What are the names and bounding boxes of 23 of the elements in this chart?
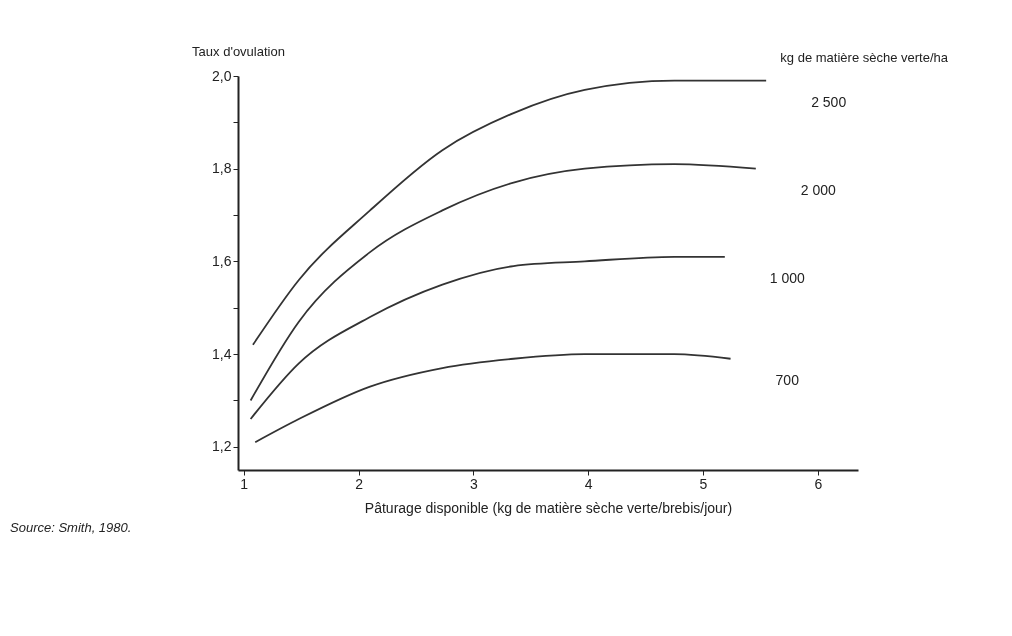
legend-title: kg de matière sèche verte/ha [780, 50, 949, 65]
y-tick-label: 1,8 [212, 160, 232, 177]
source-note: Source: Smith, 1980. [10, 520, 132, 535]
y-axis-title: Taux d'ovulation [192, 43, 285, 59]
text: 1 000 [769, 269, 806, 286]
x-tick-label: 2 [355, 475, 364, 492]
x-tick-label: 4 [584, 475, 593, 492]
x-axis-title: Pâturage disponible (kg de matière sèche verte/brebis/jour) [364, 499, 733, 516]
text: 2 000 [800, 181, 837, 198]
text: 2 500 [811, 93, 847, 110]
text: 700 [775, 371, 800, 388]
y-tick-label: 1,2 [212, 438, 232, 455]
y-tick-label: 1,6 [212, 252, 232, 269]
line-series [249, 255, 726, 420]
y-tick-label: 2,0 [212, 67, 232, 84]
x-tick-label: 5 [699, 475, 708, 492]
x-tick-label: 3 [469, 475, 478, 492]
y-tick-label: 1,4 [212, 345, 232, 362]
line-series [254, 353, 732, 444]
x-tick-label: 6 [814, 475, 823, 492]
x-tick-label: 1 [240, 475, 249, 492]
line-series [249, 163, 757, 402]
line-series [252, 79, 768, 346]
